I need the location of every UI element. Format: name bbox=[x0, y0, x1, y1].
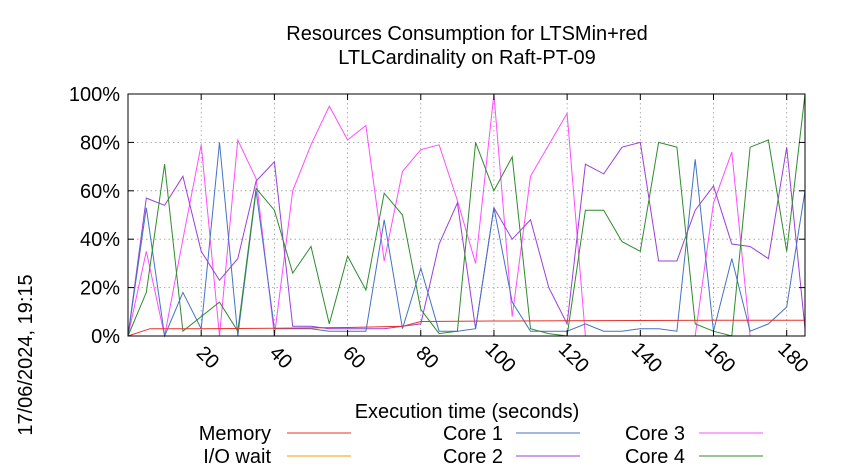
y-tick-label: 80% bbox=[80, 132, 120, 154]
x-tick-label: 140 bbox=[627, 338, 666, 377]
x-tick-label: 120 bbox=[554, 338, 593, 377]
plot-frame bbox=[127, 93, 806, 337]
series-line-core-4 bbox=[127, 93, 806, 337]
y-tick-label: 100% bbox=[69, 84, 120, 106]
chart-subtitle: LTLCardinality on Raft-PT-09 bbox=[338, 47, 596, 69]
legend-label-core-4: Core 4 bbox=[625, 446, 685, 468]
y-tick-label: 20% bbox=[80, 278, 120, 300]
legend-label-i-o-wait: I/O wait bbox=[203, 446, 271, 468]
grid bbox=[128, 94, 805, 336]
series-line-core-3 bbox=[127, 93, 805, 337]
series-line-core-2 bbox=[127, 141, 806, 337]
y-tick-label: 0% bbox=[91, 326, 120, 348]
series-lines bbox=[127, 93, 806, 338]
y-tick-label: 60% bbox=[80, 181, 120, 203]
y-tick-label: 40% bbox=[80, 229, 120, 251]
x-tick-label: 160 bbox=[700, 338, 739, 377]
legend-label-core-2: Core 2 bbox=[443, 446, 503, 468]
series-line-core-1 bbox=[127, 142, 806, 338]
x-tick-label: 100 bbox=[481, 338, 520, 377]
x-tick-label: 180 bbox=[773, 338, 812, 377]
x-tick-label: 60 bbox=[338, 342, 369, 373]
legend-label-core-1: Core 1 bbox=[443, 423, 503, 445]
x-axis-label: Execution time (seconds) bbox=[355, 401, 580, 423]
x-tick-label: 40 bbox=[265, 342, 296, 373]
series-line-memory bbox=[127, 319, 805, 337]
x-tick-label: 20 bbox=[192, 342, 223, 373]
legend-label-core-3: Core 3 bbox=[625, 423, 685, 445]
chart-title: Resources Consumption for LTSMin+red bbox=[286, 23, 647, 45]
x-tick-label: 80 bbox=[411, 342, 442, 373]
timestamp-label: 17/06/2024, 19:15 bbox=[15, 274, 37, 435]
legend-label-memory: Memory bbox=[199, 423, 271, 445]
